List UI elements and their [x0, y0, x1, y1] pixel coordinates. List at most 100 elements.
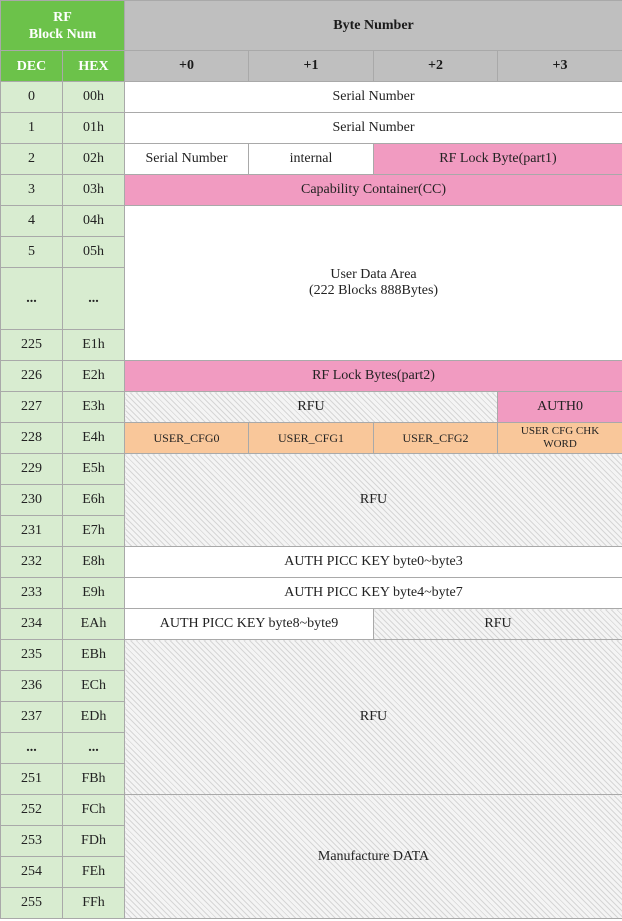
table-row: 0 00h Serial Number: [0, 81, 622, 113]
table-row: 4 04h User Data Area (222 Blocks 888Byte…: [0, 205, 622, 361]
byte-col-0-header: +0: [124, 50, 250, 82]
table-row: 227 E3h RFU AUTH0: [0, 391, 622, 423]
dec-cell: 225: [0, 329, 63, 361]
dec-cell: 4: [0, 205, 63, 237]
dec-cell: 226: [0, 360, 63, 392]
user-cfg0-cell: USER_CFG0: [124, 422, 250, 454]
auth-picc-key-cell: AUTH PICC KEY byte4~byte7: [124, 577, 622, 609]
user-cfg-chk-line1: USER CFG CHK: [520, 425, 600, 437]
hex-cell: E8h: [61, 546, 126, 578]
rf-block-num-header: RF Block Num: [0, 0, 126, 51]
rfu-cell: RFU: [124, 453, 622, 547]
hex-cell: E7h: [61, 515, 126, 547]
dec-cell: 230: [0, 484, 63, 516]
dec-cell: 5: [0, 236, 63, 268]
dec-cell: 254: [0, 856, 63, 888]
capability-container-cell: Capability Container(CC): [124, 174, 622, 206]
hex-header: HEX: [61, 50, 126, 82]
dec-cell: 234: [0, 608, 63, 640]
user-cfg-chk-word-cell: USER CFG CHK WORD: [497, 422, 622, 454]
rfu-cell: RFU: [124, 639, 622, 795]
rfu-cell: RFU: [124, 391, 499, 423]
table-row: 1 01h Serial Number: [0, 112, 622, 144]
dec-cell: 231: [0, 515, 63, 547]
rfu-cell: RFU: [373, 608, 622, 640]
dec-cell: 229: [0, 453, 63, 485]
user-cfg2-cell: USER_CFG2: [373, 422, 499, 454]
table-row: 254 FEh: [0, 856, 622, 888]
dec-header: DEC: [0, 50, 63, 82]
table-row: 3 03h Capability Container(CC): [0, 174, 622, 206]
hex-cell: ECh: [61, 670, 126, 702]
dec-cell: 252: [0, 794, 63, 826]
table-row: 236 ECh: [0, 670, 622, 702]
hex-cell: E9h: [61, 577, 126, 609]
dec-ellipsis-cell: ...: [0, 267, 63, 330]
hex-cell: 00h: [61, 81, 126, 113]
table-row: 255 FFh: [0, 887, 622, 919]
hex-cell: E6h: [61, 484, 126, 516]
hex-cell: EDh: [61, 701, 126, 733]
table-row: ... ...: [0, 267, 622, 330]
byte-number-header: Byte Number: [124, 0, 622, 51]
internal-cell: internal: [248, 143, 375, 175]
dec-cell: 2: [0, 143, 63, 175]
dec-cell: 227: [0, 391, 63, 423]
hex-cell: E4h: [61, 422, 126, 454]
hex-cell: FBh: [61, 763, 126, 795]
hex-cell: FFh: [61, 887, 126, 919]
table-row: 234 EAh AUTH PICC KEY byte8~byte9 RFU: [0, 608, 622, 640]
hex-cell: FCh: [61, 794, 126, 826]
auth0-cell: AUTH0: [497, 391, 622, 423]
dec-ellipsis-cell: ...: [0, 732, 63, 764]
auth-picc-key-cell: AUTH PICC KEY byte8~byte9: [124, 608, 375, 640]
hex-cell: E2h: [61, 360, 126, 392]
user-cfg1-cell: USER_CFG1: [248, 422, 375, 454]
table-row: 229 E5h RFU: [0, 453, 622, 547]
table-row: ... ...: [0, 732, 622, 764]
hex-cell: EBh: [61, 639, 126, 671]
serial-number-cell: Serial Number: [124, 112, 622, 144]
table-row: 231 E7h: [0, 515, 622, 547]
byte-col-3-header: +3: [497, 50, 622, 82]
user-data-area-cell: User Data Area (222 Blocks 888Bytes): [124, 205, 622, 361]
dec-cell: 253: [0, 825, 63, 857]
hex-cell: E1h: [61, 329, 126, 361]
dec-cell: 236: [0, 670, 63, 702]
table-row: 232 E8h AUTH PICC KEY byte0~byte3: [0, 546, 622, 578]
dec-cell: 233: [0, 577, 63, 609]
rf-block-num-line1: RF: [53, 9, 72, 25]
table-row: 230 E6h: [0, 484, 622, 516]
hex-cell: FEh: [61, 856, 126, 888]
hex-cell: 04h: [61, 205, 126, 237]
table-row: 237 EDh: [0, 701, 622, 733]
byte-col-1-header: +1: [248, 50, 375, 82]
table-row: 2 02h Serial Number internal RF Lock Byt…: [0, 143, 622, 175]
manufacture-data-cell: Manufacture DATA: [124, 794, 622, 919]
table-row: 233 E9h AUTH PICC KEY byte4~byte7: [0, 577, 622, 609]
table-row: 251 FBh: [0, 763, 622, 795]
dec-cell: 237: [0, 701, 63, 733]
dec-cell: 0: [0, 81, 63, 113]
table-row: 253 FDh: [0, 825, 622, 857]
auth-picc-key-cell: AUTH PICC KEY byte0~byte3: [124, 546, 622, 578]
user-data-area-title: User Data Area: [330, 267, 417, 282]
dec-cell: 251: [0, 763, 63, 795]
hex-cell: 03h: [61, 174, 126, 206]
table-row: 252 FCh Manufacture DATA: [0, 794, 622, 919]
rf-block-num-line2: Block Num: [28, 26, 97, 42]
hex-cell: 05h: [61, 236, 126, 268]
hex-cell: FDh: [61, 825, 126, 857]
dec-cell: 232: [0, 546, 63, 578]
serial-number-cell: Serial Number: [124, 143, 250, 175]
user-data-area-size: (222 Blocks 888Bytes): [308, 283, 439, 298]
dec-cell: 1: [0, 112, 63, 144]
table-row: 235 EBh RFU: [0, 639, 622, 795]
rf-lock-part2-cell: RF Lock Bytes(part2): [124, 360, 622, 392]
user-cfg-chk-line2: WORD: [543, 438, 577, 450]
hex-ellipsis-cell: ...: [61, 267, 126, 330]
dec-cell: 3: [0, 174, 63, 206]
hex-cell: EAh: [61, 608, 126, 640]
hex-ellipsis-cell: ...: [61, 732, 126, 764]
